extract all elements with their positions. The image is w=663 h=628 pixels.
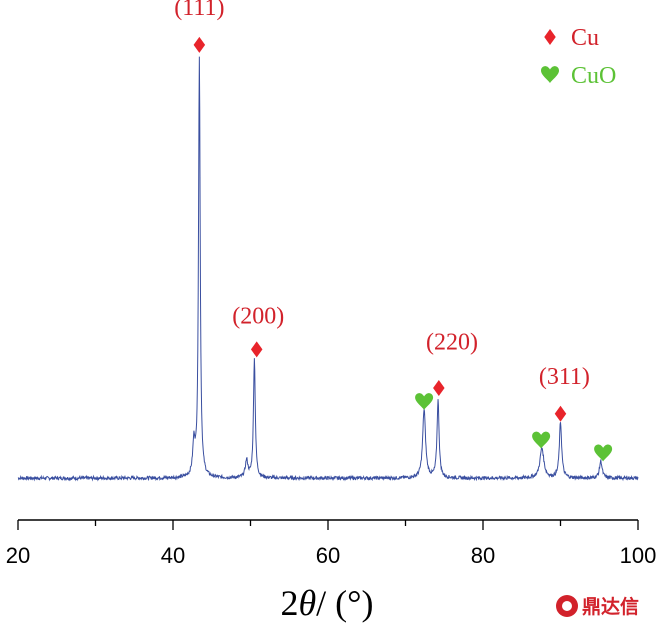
legend-entry-cu: Cu xyxy=(544,25,599,51)
watermark-text: 鼎达信 xyxy=(582,596,640,618)
x-axis-title: 2θ/ (°) xyxy=(280,583,373,623)
x-tick-label: 60 xyxy=(316,543,340,568)
x-axis-title-prefix: 2 xyxy=(280,583,298,623)
cu-diamond-marker xyxy=(250,341,263,358)
peak-label: (111) xyxy=(174,0,224,21)
phase-markers xyxy=(193,36,613,462)
x-axis-title-symbol: θ xyxy=(298,583,316,623)
peak-label: (220) xyxy=(426,329,478,355)
cu-diamond-marker xyxy=(193,36,206,53)
peak-label: (311) xyxy=(539,364,590,390)
legend-entry-cuo: CuO xyxy=(541,63,616,89)
legend-label-cuo: CuO xyxy=(571,63,616,89)
cu-diamond-marker xyxy=(554,405,567,422)
plot-line-layer xyxy=(17,56,639,482)
heart-icon xyxy=(541,66,559,83)
cu-diamond-marker xyxy=(433,380,445,397)
logo-icon xyxy=(556,594,578,617)
cuo-heart-marker xyxy=(532,431,551,449)
diamond-icon xyxy=(544,29,556,45)
x-tick-label: 100 xyxy=(620,543,657,568)
x-axis-title-unit: / (°) xyxy=(316,583,373,623)
x-tick-label: 80 xyxy=(471,543,495,568)
x-tick-label: 20 xyxy=(6,543,30,568)
legend: Cu CuO xyxy=(541,25,616,89)
watermark: 鼎达信 xyxy=(556,592,639,619)
xrd-pattern-line xyxy=(17,56,639,482)
peak-annotations: (111) (200) (220) (311) xyxy=(174,0,590,390)
cuo-heart-marker xyxy=(415,393,434,410)
peak-label: (200) xyxy=(232,304,284,330)
legend-label-cu: Cu xyxy=(571,25,599,51)
cuo-heart-marker xyxy=(594,444,613,462)
x-tick-label: 40 xyxy=(161,543,185,568)
x-axis-ticks: 20 40 60 80 100 xyxy=(6,520,657,568)
